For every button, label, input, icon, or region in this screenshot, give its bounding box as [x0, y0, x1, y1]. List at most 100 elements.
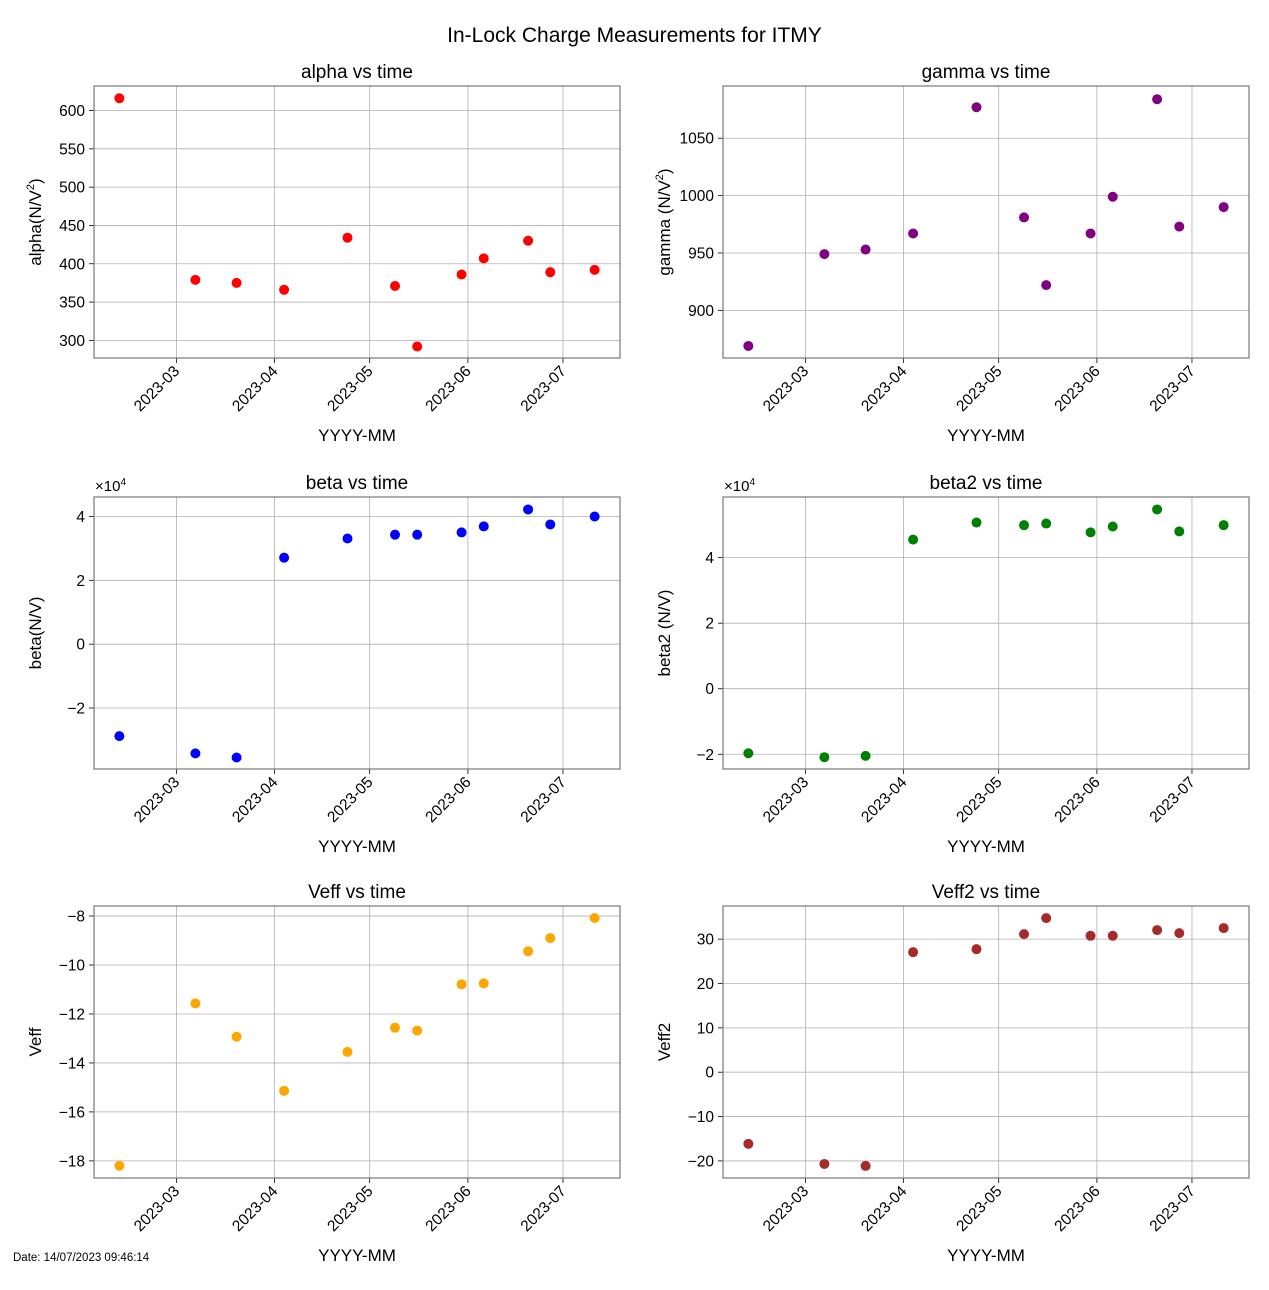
- y-tick-label: 0: [705, 1065, 714, 1082]
- x-tick-label: 2023-07: [518, 1183, 570, 1235]
- y-tick-label: 1050: [680, 131, 715, 148]
- x-tick-label: 2023-03: [760, 1183, 812, 1235]
- x-tick-label: 2023-07: [1147, 1183, 1199, 1235]
- y-tick-label: −2: [696, 747, 714, 764]
- plot-area: [723, 86, 1249, 358]
- x-tick-label: 2023-07: [518, 774, 570, 826]
- data-point: [456, 269, 467, 280]
- data-point: [819, 752, 830, 763]
- x-tick-label: 2023-03: [131, 363, 183, 415]
- data-point: [1085, 527, 1096, 538]
- plot-area: [723, 906, 1249, 1178]
- data-point: [390, 1022, 401, 1033]
- y-tick-label: 20: [697, 976, 715, 993]
- axis-offset-label: ×104: [95, 477, 126, 495]
- data-point: [1085, 228, 1096, 239]
- y-tick-label: −8: [67, 909, 85, 926]
- y-tick-label: −10: [688, 1109, 715, 1126]
- data-point: [190, 998, 201, 1009]
- data-point: [390, 529, 401, 540]
- x-tick-label: 2023-04: [858, 1183, 911, 1236]
- x-tick-label: 2023-06: [1051, 1183, 1103, 1235]
- y-tick-label: 900: [688, 303, 714, 320]
- subplot-alpha: 2023-03 2023-04 2023-05 2023-06 2023-07 300 35…: [25, 62, 621, 445]
- subplot-title: alpha vs time: [301, 62, 413, 83]
- x-tick-label: 2023-05: [324, 1183, 376, 1235]
- data-point: [589, 511, 600, 522]
- subplot-veff2: 2023-03 2023-04 2023-05 2023-06 2023-07 −20 −1…: [655, 882, 1250, 1265]
- y-tick-label: −18: [59, 1153, 85, 1170]
- axes-frame: [722, 85, 1250, 359]
- data-point: [342, 232, 353, 243]
- data-point: [743, 748, 754, 759]
- data-point: [523, 946, 534, 957]
- x-tick-label: 2023-04: [858, 774, 911, 827]
- data-point: [589, 912, 600, 923]
- data-point: [1019, 520, 1030, 531]
- x-tick-label: 2023-03: [760, 774, 812, 826]
- x-tick-label: 2023-05: [324, 363, 376, 415]
- x-tick-label: 2023-04: [229, 1183, 282, 1236]
- x-tick-label: 2023-04: [858, 363, 911, 416]
- x-tick-label: 2023-03: [760, 363, 812, 415]
- axes-frame: [93, 85, 621, 359]
- x-tick-label: 2023-06: [422, 363, 474, 415]
- data-point: [1174, 928, 1185, 939]
- x-tick-label: 2023-07: [1147, 363, 1199, 415]
- data-point: [1218, 520, 1229, 531]
- x-tick-label: 2023-05: [953, 363, 1005, 415]
- axes-frame: [93, 496, 621, 770]
- x-tick-label: 2023-05: [324, 774, 376, 826]
- y-tick-label: 550: [59, 141, 85, 158]
- y-tick-label: 0: [705, 681, 714, 698]
- axis-offset-label: ×104: [724, 477, 755, 495]
- y-tick-label: 950: [688, 245, 714, 262]
- axes-frame: [93, 905, 621, 1179]
- data-point: [743, 340, 754, 351]
- data-point: [1041, 280, 1052, 291]
- y-tick-label: 4: [76, 509, 85, 526]
- y-tick-label: 30: [697, 932, 715, 949]
- data-point: [908, 534, 919, 545]
- data-point: [1152, 925, 1163, 936]
- subplot-gamma: 2023-03 2023-04 2023-05 2023-06 2023-07 900 95…: [654, 62, 1250, 445]
- axes-frame: [722, 496, 1250, 770]
- data-point: [971, 102, 982, 113]
- x-tick-label: 2023-03: [131, 774, 183, 826]
- plot-area: [723, 497, 1249, 769]
- y-tick-label: 2: [705, 616, 714, 633]
- x-tick-label: 2023-04: [229, 774, 282, 827]
- x-tick-label: 2023-06: [422, 1183, 474, 1235]
- data-point: [1107, 930, 1118, 941]
- data-point: [589, 264, 600, 275]
- data-point: [342, 533, 353, 544]
- data-point: [860, 1160, 871, 1171]
- data-point: [456, 979, 467, 990]
- subplot-title: beta2 vs time: [930, 473, 1043, 494]
- data-point: [279, 1085, 290, 1096]
- data-point: [1152, 94, 1163, 105]
- data-point: [819, 1158, 830, 1169]
- y-tick-label: −16: [59, 1104, 85, 1121]
- data-point: [114, 1160, 125, 1171]
- data-point: [1107, 521, 1118, 532]
- data-point: [1218, 923, 1229, 934]
- data-point: [231, 1031, 242, 1042]
- data-point: [412, 529, 423, 540]
- data-point: [1218, 202, 1229, 213]
- data-point: [1107, 191, 1118, 202]
- subplot-beta2: 2023-03 2023-04 2023-05 2023-06 2023-07 −2 0 2 4…: [655, 473, 1250, 856]
- data-point: [478, 253, 489, 264]
- plot-area: [94, 906, 620, 1178]
- data-point: [860, 750, 871, 761]
- y-tick-label: 2: [76, 573, 85, 590]
- data-point: [545, 933, 556, 944]
- y-tick-label: −14: [59, 1055, 86, 1072]
- y-tick-label: 4: [705, 550, 714, 567]
- y-tick-label: −12: [59, 1006, 85, 1023]
- data-point: [478, 521, 489, 532]
- data-point: [1019, 212, 1030, 223]
- data-point: [1041, 913, 1052, 924]
- data-point: [545, 519, 556, 530]
